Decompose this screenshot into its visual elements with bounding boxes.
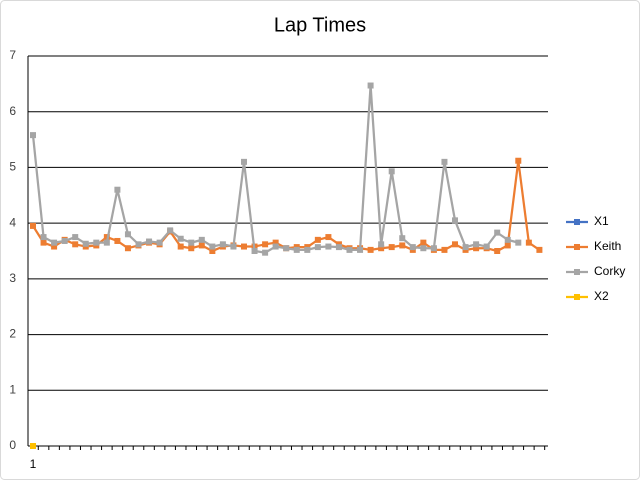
y-tick-label: 3 — [9, 271, 16, 285]
point — [241, 243, 247, 250]
point — [40, 239, 47, 246]
legend-marker — [574, 244, 580, 250]
point — [378, 245, 385, 252]
y-tick-label: 0 — [9, 438, 16, 452]
point — [103, 239, 110, 246]
legend-label: Keith — [594, 239, 621, 253]
point — [272, 239, 279, 246]
point — [483, 243, 490, 250]
point — [40, 234, 47, 241]
point — [409, 244, 416, 251]
point — [51, 243, 58, 250]
point — [51, 239, 58, 246]
point — [314, 236, 321, 243]
point — [262, 241, 269, 248]
point — [177, 243, 184, 250]
y-tick-label: 6 — [9, 104, 16, 118]
point — [536, 246, 543, 253]
point — [367, 246, 374, 253]
point — [124, 231, 131, 238]
point — [209, 248, 216, 254]
point — [314, 244, 321, 251]
point — [504, 242, 511, 249]
legend-label: X1 — [594, 214, 609, 228]
point — [114, 186, 121, 193]
point — [283, 245, 290, 252]
point — [367, 82, 374, 89]
point — [30, 443, 36, 449]
point — [72, 234, 79, 241]
point — [198, 242, 205, 249]
point — [30, 222, 36, 229]
point — [420, 245, 427, 252]
point — [452, 241, 458, 248]
point — [241, 158, 247, 165]
point — [230, 243, 237, 250]
point — [177, 235, 184, 242]
point — [156, 239, 163, 246]
point — [399, 242, 406, 249]
point — [72, 241, 79, 248]
chart-title: Lap Times — [274, 14, 366, 36]
point — [304, 246, 311, 253]
point — [494, 229, 501, 236]
legend-marker — [574, 294, 580, 300]
point — [325, 243, 332, 250]
point — [441, 246, 448, 253]
point — [378, 241, 385, 248]
point — [494, 248, 501, 254]
legend-marker — [574, 269, 580, 275]
point — [452, 217, 458, 224]
y-tick-label: 7 — [9, 48, 16, 62]
point — [525, 239, 532, 246]
point — [441, 158, 448, 165]
point — [515, 157, 522, 164]
point — [146, 238, 153, 245]
point — [114, 237, 121, 244]
point — [198, 236, 205, 243]
y-tick-label: 5 — [9, 160, 16, 174]
point — [515, 239, 522, 246]
point — [430, 245, 437, 252]
y-tick-label: 1 — [9, 382, 16, 396]
point — [388, 168, 395, 175]
point — [61, 237, 68, 244]
point — [188, 239, 195, 246]
point — [93, 239, 100, 246]
point — [219, 241, 226, 248]
legend-marker — [574, 219, 580, 225]
point — [399, 235, 406, 242]
point — [82, 240, 89, 247]
point — [135, 241, 142, 248]
point — [388, 244, 395, 251]
legend-label: Corky — [594, 264, 625, 278]
point — [188, 245, 195, 252]
point — [167, 227, 174, 234]
point — [335, 244, 342, 251]
point — [473, 245, 480, 252]
point — [504, 236, 511, 243]
point — [30, 132, 36, 139]
point — [462, 244, 469, 251]
y-tick-label: 4 — [9, 215, 16, 229]
point — [325, 234, 332, 241]
point — [357, 246, 364, 253]
legend-label: X2 — [594, 289, 609, 303]
point — [251, 248, 258, 254]
point — [262, 249, 269, 256]
point — [209, 243, 216, 250]
grid — [27, 55, 548, 450]
point — [420, 239, 427, 246]
point — [473, 241, 480, 248]
point — [293, 246, 300, 253]
point — [346, 246, 353, 253]
point — [124, 245, 131, 252]
plot — [30, 82, 543, 449]
point — [272, 243, 279, 250]
x-tick-label: 1 — [30, 457, 37, 471]
y-tick-label: 2 — [9, 327, 16, 341]
